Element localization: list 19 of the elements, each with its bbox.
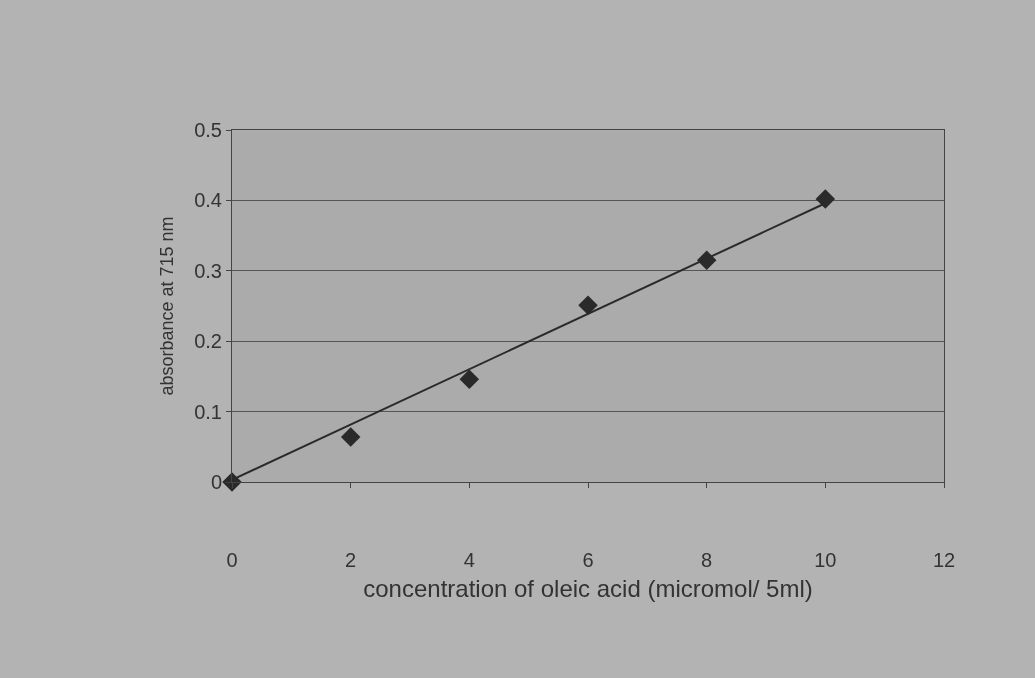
y-tick-label: 0 xyxy=(210,471,222,493)
point xyxy=(815,189,836,209)
x-tick-label: 8 xyxy=(701,549,713,571)
y-tick-label: 0.4 xyxy=(194,189,222,212)
x-tick-label: 4 xyxy=(463,549,475,571)
y-axis-title: absorbance at 715 nm xyxy=(157,216,178,396)
point xyxy=(340,427,361,447)
x-tick-label: 2 xyxy=(345,549,357,571)
y-tick-label: 0.5 xyxy=(194,119,222,141)
x-tick-label: 12 xyxy=(932,549,956,571)
point xyxy=(578,295,598,316)
x-tick-label: 0 xyxy=(226,549,238,571)
x-tick-label: 10 xyxy=(814,549,837,571)
y-tick-label: 0.2 xyxy=(194,330,222,353)
y-tick-label: 0.3 xyxy=(194,259,222,282)
y-tick-label: 0.1 xyxy=(194,400,222,423)
x-axis-title: concentration of oleic acid (micromol/ 5ml) xyxy=(363,575,813,603)
x-tick-label: 6 xyxy=(582,549,594,571)
point xyxy=(459,369,480,389)
